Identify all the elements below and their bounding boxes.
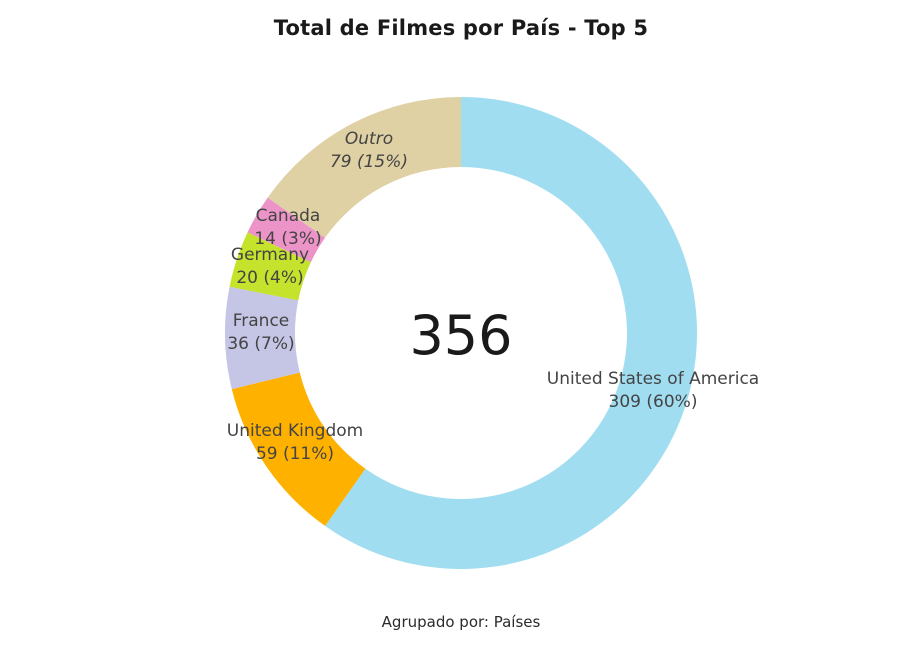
donut-slices bbox=[224, 97, 698, 570]
slice-germany[interactable] bbox=[229, 232, 311, 301]
slice-label-outro: Outro 79 (15%) bbox=[330, 129, 408, 172]
slice-label-france: France 36 (7%) bbox=[227, 311, 294, 354]
slice-label-germany: Germany 20 (4%) bbox=[231, 245, 309, 288]
slice-united-states-of-america[interactable] bbox=[325, 97, 698, 570]
slice-united-kingdom[interactable] bbox=[231, 372, 366, 526]
slice-label-united-kingdom: United Kingdom 59 (11%) bbox=[227, 421, 363, 464]
slice-label-united-states-of-america: United States of America 309 (60%) bbox=[547, 369, 759, 412]
center-total: 356 bbox=[409, 304, 512, 367]
chart-title: Total de Filmes por País - Top 5 bbox=[273, 16, 649, 40]
slice-labels: United States of America 309 (60%) United … bbox=[227, 129, 759, 464]
slice-label-canada: Canada 14 (3%) bbox=[254, 206, 321, 249]
slice-canada[interactable] bbox=[247, 197, 326, 263]
slice-france[interactable] bbox=[224, 286, 300, 390]
grouping-note: Agrupado por: Países bbox=[381, 613, 541, 631]
slice-outro[interactable] bbox=[267, 97, 461, 238]
